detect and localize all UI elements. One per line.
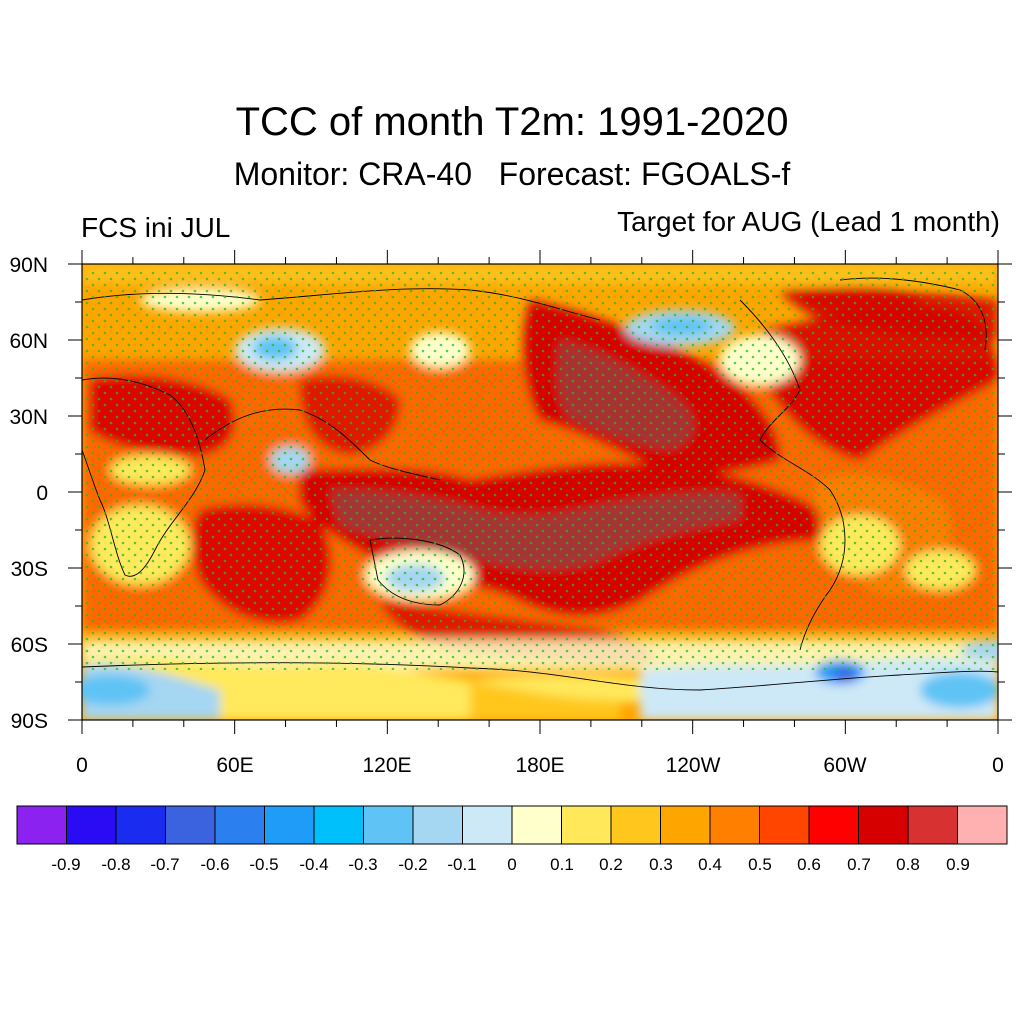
- colorbar-box: [660, 805, 711, 845]
- latitude-labels: 90N 60N 30N 0 30S 60S 90S: [9, 254, 48, 733]
- colorbar-label: 0.8: [896, 855, 920, 874]
- colorbar-box: [115, 805, 166, 845]
- lat-label: 30S: [11, 558, 48, 581]
- colorbar-label: -0.7: [150, 855, 179, 874]
- colorbar-box: [165, 805, 216, 845]
- colorbar-label: -0.3: [348, 855, 377, 874]
- initialization-label: FCS ini JUL: [81, 212, 231, 243]
- lon-label: 0: [76, 754, 88, 777]
- colorbar-label: 0.5: [748, 855, 772, 874]
- colorbar-labels: -0.9 -0.8 -0.7 -0.6 -0.5 -0.4 -0.3 -0.2 …: [51, 855, 969, 874]
- colorbar-label: -0.4: [299, 855, 328, 874]
- chart-title: TCC of month T2m: 1991-2020: [235, 100, 789, 144]
- target-label: Target for AUG (Lead 1 month): [617, 206, 1000, 237]
- colorbar-label: 0.1: [550, 855, 574, 874]
- colorbar-label: 0.4: [698, 855, 722, 874]
- colorbar-label: -0.8: [101, 855, 130, 874]
- lon-label: 60W: [823, 754, 866, 777]
- lon-label: 120E: [362, 754, 411, 777]
- colorbar-label: 0: [507, 855, 516, 874]
- lon-label: 120W: [666, 754, 721, 777]
- colorbar-box: [511, 805, 562, 845]
- colorbar-box: [214, 805, 265, 845]
- colorbar-box: [709, 805, 760, 845]
- lon-label: 60E: [216, 754, 253, 777]
- colorbar-label: 0.2: [599, 855, 623, 874]
- colorbar-label: -0.5: [249, 855, 278, 874]
- lat-label: 60N: [9, 330, 48, 353]
- colorbar-box: [16, 805, 67, 845]
- colorbar-box: [858, 805, 909, 845]
- map-panel: 90N 60N 30N 0 30S 60S 90S 0 60E 120E 180…: [9, 250, 1012, 777]
- chart-subtitle: Monitor: CRA-40 Forecast: FGOALS-f: [233, 156, 791, 192]
- colorbar-label: -0.6: [200, 855, 229, 874]
- colorbar-box: [363, 805, 414, 845]
- colorbar-boxes: [16, 805, 1008, 845]
- colorbar-label: -0.1: [447, 855, 476, 874]
- colorbar-label: 0.6: [797, 855, 821, 874]
- lon-label: 0: [992, 754, 1004, 777]
- colorbar-label: -0.9: [51, 855, 80, 874]
- colorbar-box: [907, 805, 958, 845]
- lat-label: 0: [36, 482, 48, 505]
- colorbar-box: [759, 805, 810, 845]
- colorbar-box: [462, 805, 513, 845]
- colorbar-box: [313, 805, 364, 845]
- colorbar: -0.9 -0.8 -0.7 -0.6 -0.5 -0.4 -0.3 -0.2 …: [16, 805, 1008, 874]
- colorbar-label: 0.7: [847, 855, 871, 874]
- colorbar-label: 0.3: [649, 855, 673, 874]
- longitude-labels: 0 60E 120E 180E 120W 60W 0: [76, 754, 1004, 777]
- correlation-field: [82, 264, 998, 720]
- lat-label: 60S: [11, 634, 48, 657]
- colorbar-box: [264, 805, 315, 845]
- lon-label: 180E: [515, 754, 564, 777]
- significance-stipple: [82, 270, 998, 670]
- colorbar-box: [561, 805, 612, 845]
- colorbar-box: [610, 805, 661, 845]
- colorbar-label: -0.2: [398, 855, 427, 874]
- axis-ticks: [68, 250, 1012, 734]
- lat-label: 90S: [11, 710, 48, 733]
- colorbar-label: 0.9: [946, 855, 970, 874]
- colorbar-box: [66, 805, 117, 845]
- lat-label: 90N: [9, 254, 48, 277]
- colorbar-box: [957, 805, 1008, 845]
- lat-label: 30N: [9, 406, 48, 429]
- colorbar-box: [412, 805, 463, 845]
- colorbar-box: [808, 805, 859, 845]
